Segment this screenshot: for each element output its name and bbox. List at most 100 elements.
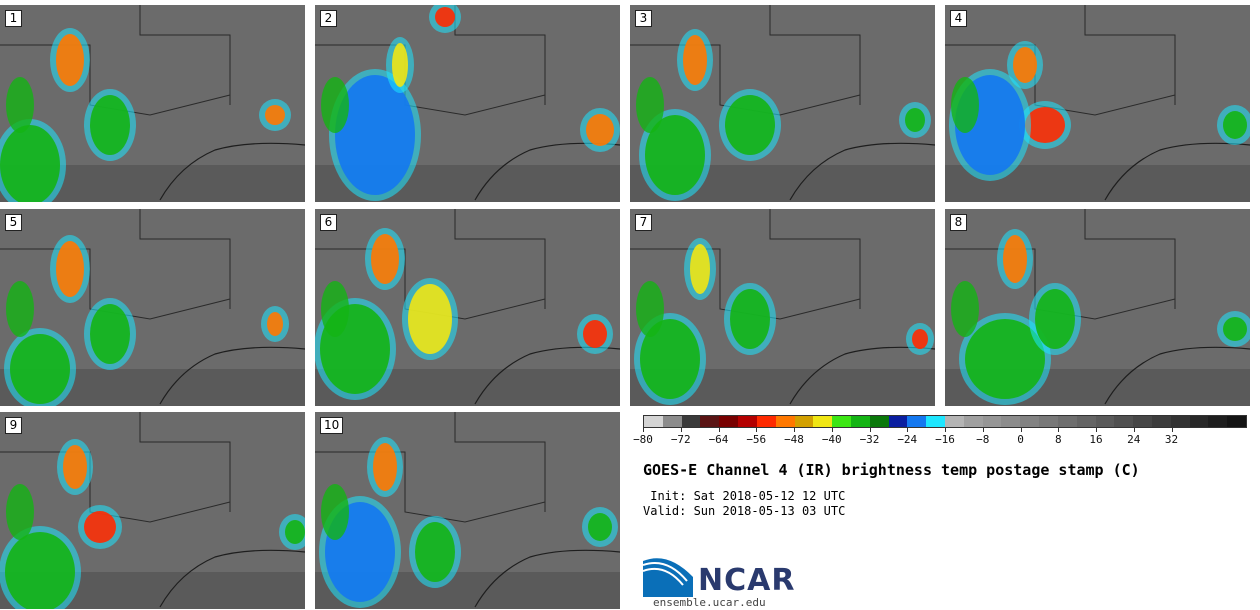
colorbar-swatch <box>662 416 682 427</box>
colorbar-tick <box>982 428 984 432</box>
colorbar-tick-label: −24 <box>897 433 918 446</box>
colorbar-tick <box>643 428 644 432</box>
colorbar-swatch <box>1095 416 1115 427</box>
colorbar-ticks: −80 −72 −64 −56 −48 −40 −32 −24 −16 −8 0 8 16 24 32 <box>633 428 1247 448</box>
panel-number: 9 <box>5 417 22 434</box>
satellite-map <box>945 209 1250 406</box>
colorbar-swatch <box>719 416 739 427</box>
colorbar-tick-label: 0 <box>1017 433 1024 446</box>
panel-number: 2 <box>320 10 337 27</box>
stamp-panel-10: 10 <box>315 412 620 609</box>
colorbar-tick <box>680 428 682 432</box>
colorbar-tick <box>794 428 795 432</box>
colorbar-tick-label: −80 <box>633 433 653 446</box>
colorbar-swatch <box>1208 416 1228 427</box>
colorbar-tick-label: −64 <box>708 433 729 446</box>
colorbar-swatch <box>1114 416 1134 427</box>
colorbar-tick <box>1020 428 1022 432</box>
logo-text: NCAR <box>698 563 796 598</box>
colorbar-swatch <box>1151 416 1171 427</box>
satellite-map <box>315 209 620 406</box>
colorbar-swatch <box>1020 416 1040 427</box>
satellite-map <box>315 412 620 609</box>
satellite-map <box>630 5 935 202</box>
panel-number: 5 <box>5 214 22 231</box>
colorbar-swatch <box>794 416 814 427</box>
colorbar-tick-label: 8 <box>1054 433 1062 446</box>
colorbar-tick <box>718 428 720 432</box>
colorbar-swatch <box>1057 416 1077 427</box>
colorbar-swatch <box>1039 416 1058 427</box>
colorbar-swatch <box>982 416 1002 427</box>
site-url: ensemble.ucar.edu <box>653 596 766 609</box>
colorbar-swatch <box>945 416 964 427</box>
colorbar-swatch <box>738 416 757 427</box>
colorbar-swatch <box>926 416 945 427</box>
stamp-panel-7: 7 <box>630 209 935 406</box>
colorbar-swatch <box>907 416 927 427</box>
stamp-panel-2: 2 <box>315 5 620 202</box>
panel-number: 10 <box>320 417 344 434</box>
colorbar-tick-label: −32 <box>859 433 880 446</box>
satellite-map <box>0 209 305 406</box>
colorbar-swatch <box>1076 416 1096 427</box>
colorbar-tick <box>756 428 758 432</box>
colorbar-swatch <box>775 416 795 427</box>
colorbar-tick <box>1058 428 1060 432</box>
colorbar-swatch <box>869 416 889 427</box>
colorbar-swatch <box>756 416 776 427</box>
colorbar-tick-label: −40 <box>821 433 842 446</box>
colorbar <box>643 415 1247 428</box>
colorbar-tick-label: −48 <box>784 433 804 446</box>
stamp-panel-3: 3 <box>630 5 935 202</box>
panel-number: 7 <box>635 214 652 231</box>
colorbar-swatch <box>681 416 701 427</box>
colorbar-tick <box>1133 428 1135 432</box>
init-time: Init: Sat 2018-05-12 12 UTC <box>643 489 846 503</box>
colorbar-tick <box>907 428 909 432</box>
ncar-logo-icon <box>643 558 693 597</box>
panel-number: 6 <box>320 214 337 231</box>
colorbar-swatch <box>1170 416 1190 427</box>
satellite-map <box>0 5 305 202</box>
colorbar-swatch <box>832 416 851 427</box>
stamp-panel-5: 5 <box>0 209 305 406</box>
colorbar-tick <box>945 428 946 432</box>
colorbar-tick-label: −16 <box>935 433 955 446</box>
stamp-panel-4: 4 <box>945 5 1250 202</box>
colorbar-tick <box>869 428 871 432</box>
colorbar-swatch <box>644 416 663 427</box>
satellite-map <box>945 5 1250 202</box>
stamp-panel-1: 1 <box>0 5 305 202</box>
colorbar-tick-label: 16 <box>1089 433 1103 446</box>
stamp-panel-6: 6 <box>315 209 620 406</box>
page-title: GOES-E Channel 4 (IR) brightness temp po… <box>643 461 1140 479</box>
panel-number: 3 <box>635 10 652 27</box>
colorbar-tick-label: −56 <box>746 433 767 446</box>
satellite-map <box>315 5 620 202</box>
colorbar-swatch <box>813 416 833 427</box>
colorbar-tick <box>831 428 833 432</box>
colorbar-swatch <box>1001 416 1021 427</box>
colorbar-swatch <box>1189 416 1209 427</box>
stamp-panel-8: 8 <box>945 209 1250 406</box>
satellite-map <box>630 209 935 406</box>
colorbar-tick-label: 32 <box>1164 433 1179 446</box>
valid-time: Valid: Sun 2018-05-13 03 UTC <box>643 504 846 518</box>
colorbar-swatch <box>850 416 870 427</box>
colorbar-tick <box>1171 428 1173 432</box>
colorbar-tick-label: −8 <box>976 433 990 446</box>
colorbar-swatch <box>963 416 983 427</box>
colorbar-tick-label: −72 <box>670 433 691 446</box>
panel-number: 4 <box>950 10 967 27</box>
panel-number: 1 <box>5 10 22 27</box>
stamp-panel-9: 9 <box>0 412 305 609</box>
colorbar-swatch <box>700 416 720 427</box>
colorbar-swatch <box>888 416 908 427</box>
colorbar-tick-label: 24 <box>1127 433 1141 446</box>
satellite-map <box>0 412 305 609</box>
colorbar-swatch <box>1227 416 1246 427</box>
panel-number: 8 <box>950 214 967 231</box>
colorbar-swatch <box>1133 416 1152 427</box>
colorbar-tick <box>1096 428 1097 432</box>
